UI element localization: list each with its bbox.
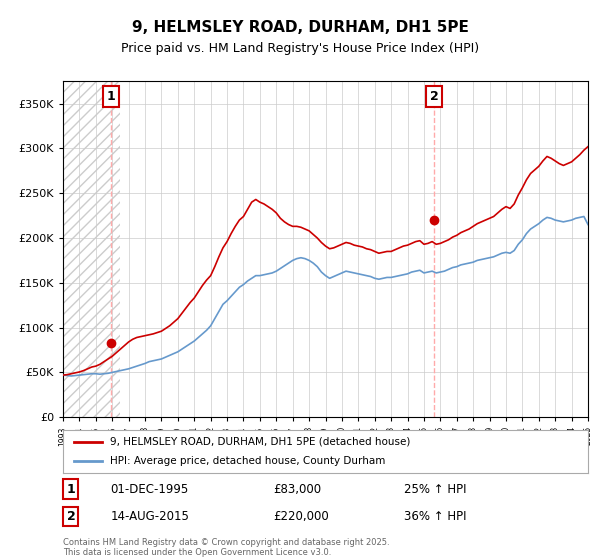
Text: Contains HM Land Registry data © Crown copyright and database right 2025.
This d: Contains HM Land Registry data © Crown c…	[63, 538, 389, 557]
Text: £83,000: £83,000	[273, 483, 321, 496]
Text: 36% ↑ HPI: 36% ↑ HPI	[404, 510, 467, 523]
Text: Price paid vs. HM Land Registry's House Price Index (HPI): Price paid vs. HM Land Registry's House …	[121, 42, 479, 55]
Text: 1: 1	[67, 483, 75, 496]
Text: 01-DEC-1995: 01-DEC-1995	[110, 483, 188, 496]
Text: 9, HELMSLEY ROAD, DURHAM, DH1 5PE: 9, HELMSLEY ROAD, DURHAM, DH1 5PE	[131, 20, 469, 35]
Text: HPI: Average price, detached house, County Durham: HPI: Average price, detached house, Coun…	[110, 456, 386, 466]
Text: 1: 1	[107, 90, 115, 103]
Text: 2: 2	[67, 510, 75, 523]
Text: £220,000: £220,000	[273, 510, 329, 523]
Text: 14-AUG-2015: 14-AUG-2015	[110, 510, 189, 523]
Text: 2: 2	[430, 90, 439, 103]
Text: 25% ↑ HPI: 25% ↑ HPI	[404, 483, 467, 496]
Text: 9, HELMSLEY ROAD, DURHAM, DH1 5PE (detached house): 9, HELMSLEY ROAD, DURHAM, DH1 5PE (detac…	[110, 437, 410, 447]
Bar	[63, 81, 121, 417]
